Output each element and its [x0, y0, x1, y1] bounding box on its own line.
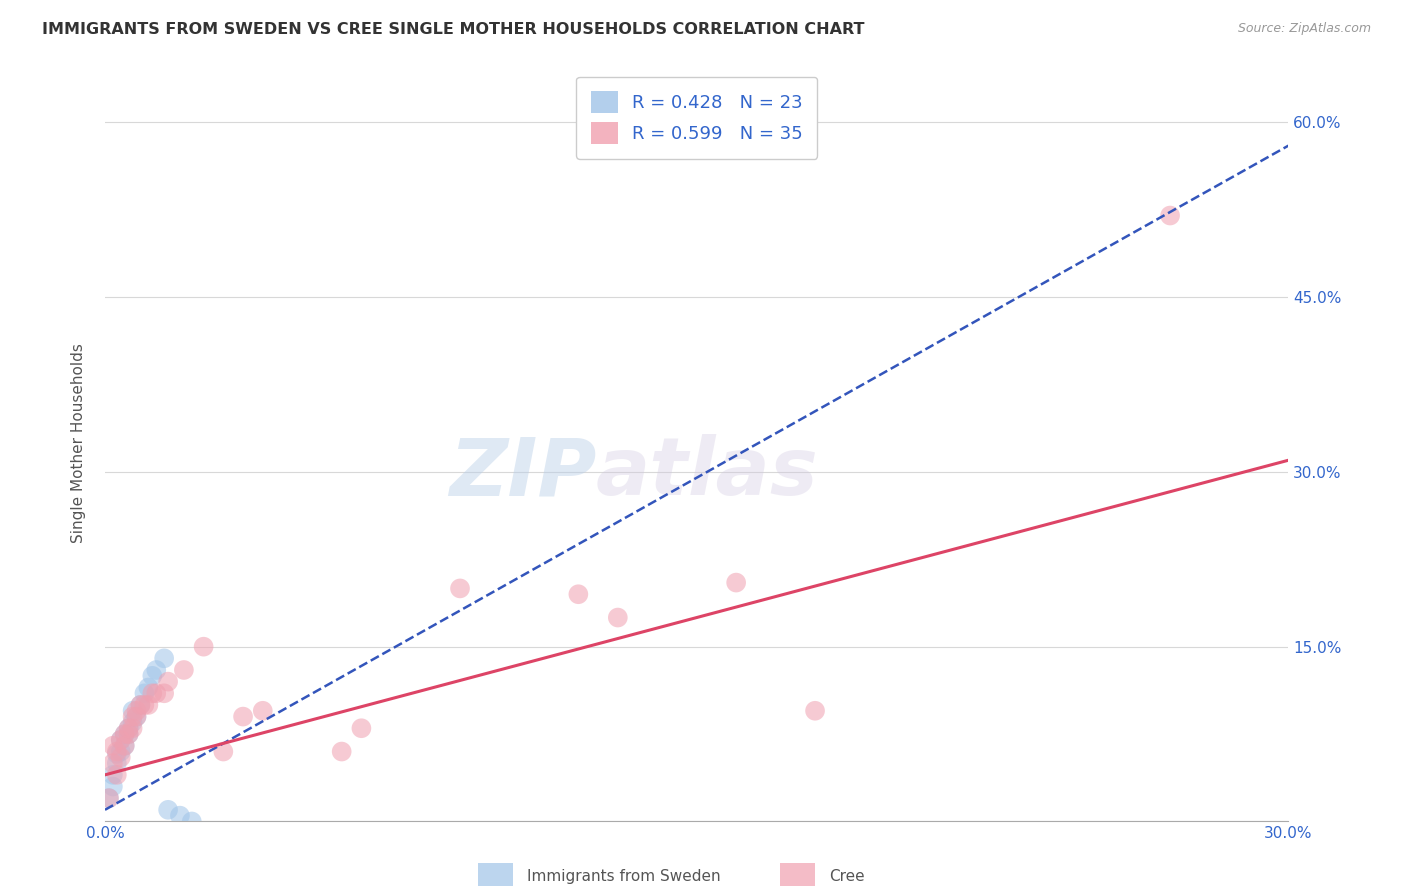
- Point: [121, 715, 143, 730]
- Text: Cree: Cree: [830, 870, 865, 884]
- Point: [121, 704, 143, 718]
- Point: [138, 681, 160, 695]
- Point: [110, 745, 132, 759]
- Point: [134, 698, 156, 712]
- Point: [193, 640, 215, 654]
- Point: [153, 686, 176, 700]
- Point: [101, 756, 124, 771]
- Point: [330, 745, 353, 759]
- Point: [118, 721, 141, 735]
- Point: [118, 721, 141, 735]
- Legend: R = 0.428   N = 23, R = 0.599   N = 35: R = 0.428 N = 23, R = 0.599 N = 35: [576, 77, 817, 159]
- Point: [114, 739, 136, 753]
- Text: Source: ZipAtlas.com: Source: ZipAtlas.com: [1237, 22, 1371, 36]
- Point: [129, 698, 152, 712]
- Point: [97, 791, 120, 805]
- Point: [141, 669, 163, 683]
- Point: [129, 698, 152, 712]
- Text: ZIP: ZIP: [449, 434, 596, 512]
- Point: [101, 739, 124, 753]
- Text: Immigrants from Sweden: Immigrants from Sweden: [527, 870, 721, 884]
- Point: [105, 747, 128, 761]
- Point: [1159, 209, 1181, 223]
- Point: [169, 808, 191, 822]
- Point: [350, 721, 373, 735]
- Text: IMMIGRANTS FROM SWEDEN VS CREE SINGLE MOTHER HOUSEHOLDS CORRELATION CHART: IMMIGRANTS FROM SWEDEN VS CREE SINGLE MO…: [42, 22, 865, 37]
- Point: [212, 745, 235, 759]
- Point: [118, 727, 141, 741]
- Point: [125, 704, 148, 718]
- Point: [138, 698, 160, 712]
- Point: [145, 686, 167, 700]
- Point: [118, 727, 141, 741]
- Point: [114, 727, 136, 741]
- Point: [125, 709, 148, 723]
- Point: [606, 610, 628, 624]
- Point: [567, 587, 589, 601]
- Point: [101, 768, 124, 782]
- Point: [449, 582, 471, 596]
- Point: [110, 732, 132, 747]
- Point: [157, 674, 180, 689]
- Point: [114, 739, 136, 753]
- Point: [173, 663, 195, 677]
- Point: [134, 686, 156, 700]
- Point: [180, 814, 202, 829]
- Point: [121, 721, 143, 735]
- Point: [157, 803, 180, 817]
- Point: [252, 704, 274, 718]
- Point: [101, 780, 124, 794]
- Point: [110, 732, 132, 747]
- Point: [153, 651, 176, 665]
- Point: [121, 709, 143, 723]
- Point: [125, 709, 148, 723]
- Point: [97, 791, 120, 805]
- Point: [105, 768, 128, 782]
- Point: [110, 750, 132, 764]
- Y-axis label: Single Mother Households: Single Mother Households: [72, 343, 86, 542]
- Text: atlas: atlas: [596, 434, 818, 512]
- Point: [725, 575, 748, 590]
- Point: [105, 756, 128, 771]
- Point: [105, 745, 128, 759]
- Point: [114, 727, 136, 741]
- Point: [141, 686, 163, 700]
- Point: [232, 709, 254, 723]
- Point: [145, 663, 167, 677]
- Point: [804, 704, 827, 718]
